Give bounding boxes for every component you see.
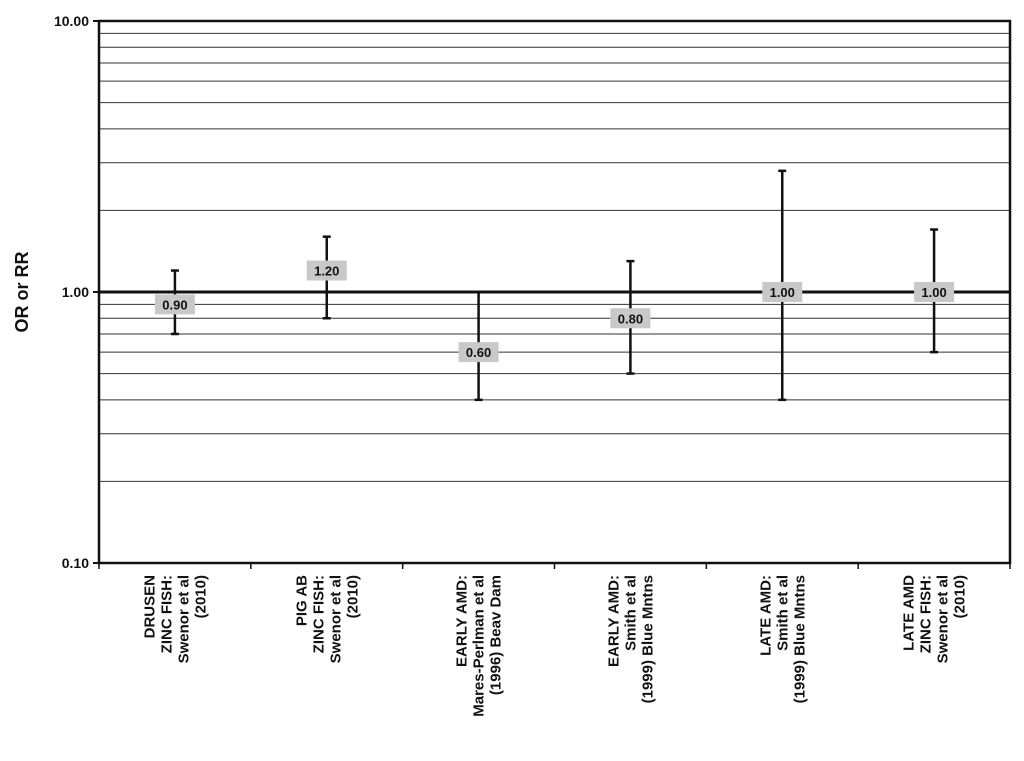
error-bar: 1.00 (762, 169, 803, 402)
x-axis-categories: DRUSEN ZINC FISH: Swenor et al (2010) PIG AB… (141, 575, 968, 717)
category-label-line: Swenor et al (175, 575, 192, 663)
category-label-line: PIG AB (293, 575, 310, 626)
error-bars: 0.90 1.20 0.60 0.80 1.00 1.00 (154, 169, 955, 402)
category-label: PIG AB ZINC FISH: Swenor et al (2010) (293, 575, 361, 664)
category-label-line: (1996) Beav Dam (488, 575, 505, 695)
error-bar: 0.60 (458, 290, 499, 402)
data-label-box (762, 282, 803, 302)
category-label: DRUSEN ZINC FISH: Swenor et al (2010) (141, 575, 209, 663)
category-label-line: (1999) Blue Mntns (639, 575, 656, 703)
category-label-line: LATE AMD (901, 575, 918, 651)
category-label-line: (1999) Blue Mntns (791, 575, 808, 703)
data-label-box (610, 308, 651, 329)
category-label-line: ZINC FISH: (310, 575, 327, 653)
gridlines (99, 32, 1010, 482)
data-label-box (458, 342, 499, 363)
data-label: 1.00 (921, 285, 946, 300)
category-label: LATE AMD: Smith et al (1999) Blue Mntns (757, 575, 808, 703)
category-label-line: Smith et al (622, 575, 639, 651)
category-label-line: EARLY AMD: (454, 575, 471, 667)
data-label: 1.20 (314, 264, 339, 279)
category-label-line: Swenor et al (327, 575, 344, 663)
error-bar: 1.00 (914, 228, 955, 354)
data-label-box (306, 260, 347, 281)
y-axis-ticks: 0.10 1.00 10.00 (54, 13, 99, 571)
y-tick-label: 1.00 (62, 284, 89, 300)
category-label-line: ZINC FISH: (158, 575, 175, 653)
data-label: 0.90 (162, 297, 187, 312)
category-label-line: (2010) (952, 575, 969, 618)
y-tick-label: 10.00 (54, 13, 89, 29)
category-label-line: Smith et al (774, 575, 791, 651)
category-label-line: Swenor et al (935, 575, 952, 663)
y-tick-label: 0.10 (62, 555, 89, 571)
data-label-box (914, 282, 955, 302)
category-label: LATE AMD ZINC FISH: Swenor et al (2010) (901, 575, 969, 664)
data-label-box (154, 294, 195, 315)
category-label-line: ZINC FISH: (918, 575, 935, 653)
category-label-line: (2010) (344, 575, 361, 618)
error-bar: 0.80 (610, 259, 651, 375)
data-label: 1.00 (770, 285, 795, 300)
category-label-line: (2010) (192, 575, 209, 618)
error-bar: 1.20 (306, 235, 347, 320)
error-bar: 0.90 (154, 269, 195, 336)
category-label: EARLY AMD: Mares-Perlman et al (1996) Beav… (454, 575, 505, 717)
data-label: 0.80 (618, 311, 643, 326)
data-label: 0.60 (466, 345, 491, 360)
category-label-line: EARLY AMD: (605, 575, 622, 667)
category-label-line: LATE AMD: (757, 575, 774, 656)
category-label-line: Mares-Perlman et al (471, 575, 488, 717)
category-label: EARLY AMD: Smith et al (1999) Blue Mntns (605, 575, 656, 703)
y-axis-label: OR or RR (12, 251, 32, 332)
category-label-line: DRUSEN (141, 575, 158, 638)
x-axis-ticks (98, 563, 1011, 569)
